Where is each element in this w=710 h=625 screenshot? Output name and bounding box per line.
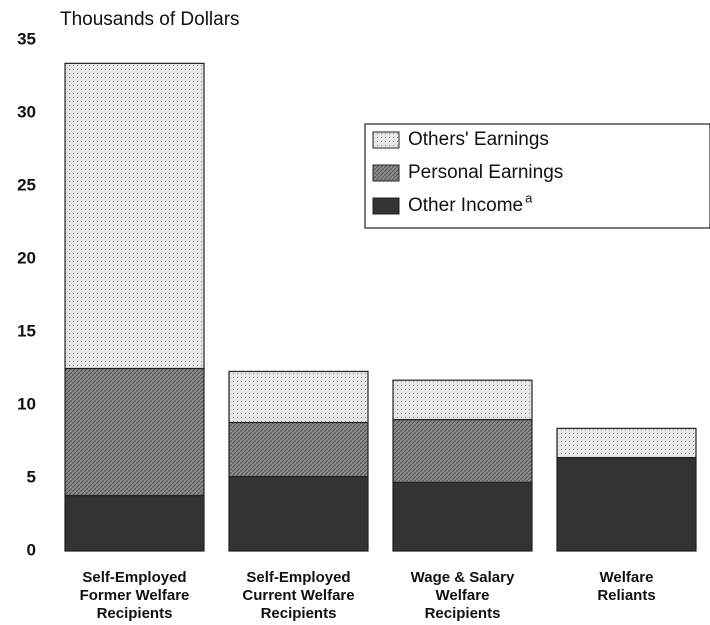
bar-segment [64, 62, 205, 370]
x-tick-label: Current Welfare [242, 587, 354, 604]
legend-label: Personal Earnings [408, 162, 563, 183]
x-tick-label: Reliants [597, 587, 655, 604]
bar-segment [556, 427, 697, 459]
x-tick-label: Recipients [97, 605, 173, 622]
bar-segment [392, 379, 533, 421]
legend-swatch [372, 197, 400, 215]
x-tick-label: Recipients [261, 605, 337, 622]
x-tick-label: Welfare [436, 587, 490, 604]
legend-swatch [372, 164, 400, 182]
y-tick-label: 10 [17, 394, 36, 413]
axis-label: Thousands of Dollars [60, 9, 240, 30]
y-tick-label: 35 [17, 29, 36, 48]
y-tick-label: 15 [17, 321, 36, 340]
legend-swatch [372, 131, 400, 149]
legend-note: a [525, 190, 533, 205]
y-tick-label: 25 [17, 175, 36, 194]
bar-segment [392, 419, 533, 483]
bar-segment [228, 370, 369, 424]
y-tick-label: 5 [27, 467, 36, 486]
bar-segment [64, 367, 205, 497]
x-tick-label: Recipients [425, 605, 501, 622]
x-tick-label: Self-Employed [82, 569, 186, 586]
legend-box [364, 123, 710, 229]
bar-segment [556, 456, 697, 552]
x-tick-label: Former Welfare [80, 587, 190, 604]
bar-segment [228, 475, 369, 552]
x-tick-label: Wage & Salary [411, 569, 515, 586]
bar-segment [228, 421, 369, 478]
bar-segment [64, 494, 205, 552]
x-tick-label: Self-Employed [246, 569, 350, 586]
y-tick-label: 30 [17, 102, 36, 121]
x-tick-label: Welfare [600, 569, 654, 586]
legend: Others' Earnings Personal Earnings Other I… [364, 123, 710, 229]
legend-label: Other Income [408, 195, 523, 216]
y-tick-label: 20 [17, 248, 36, 267]
legend-label: Others' Earnings [408, 129, 549, 150]
y-tick-label: 0 [27, 540, 36, 559]
bar-segment [392, 481, 533, 552]
